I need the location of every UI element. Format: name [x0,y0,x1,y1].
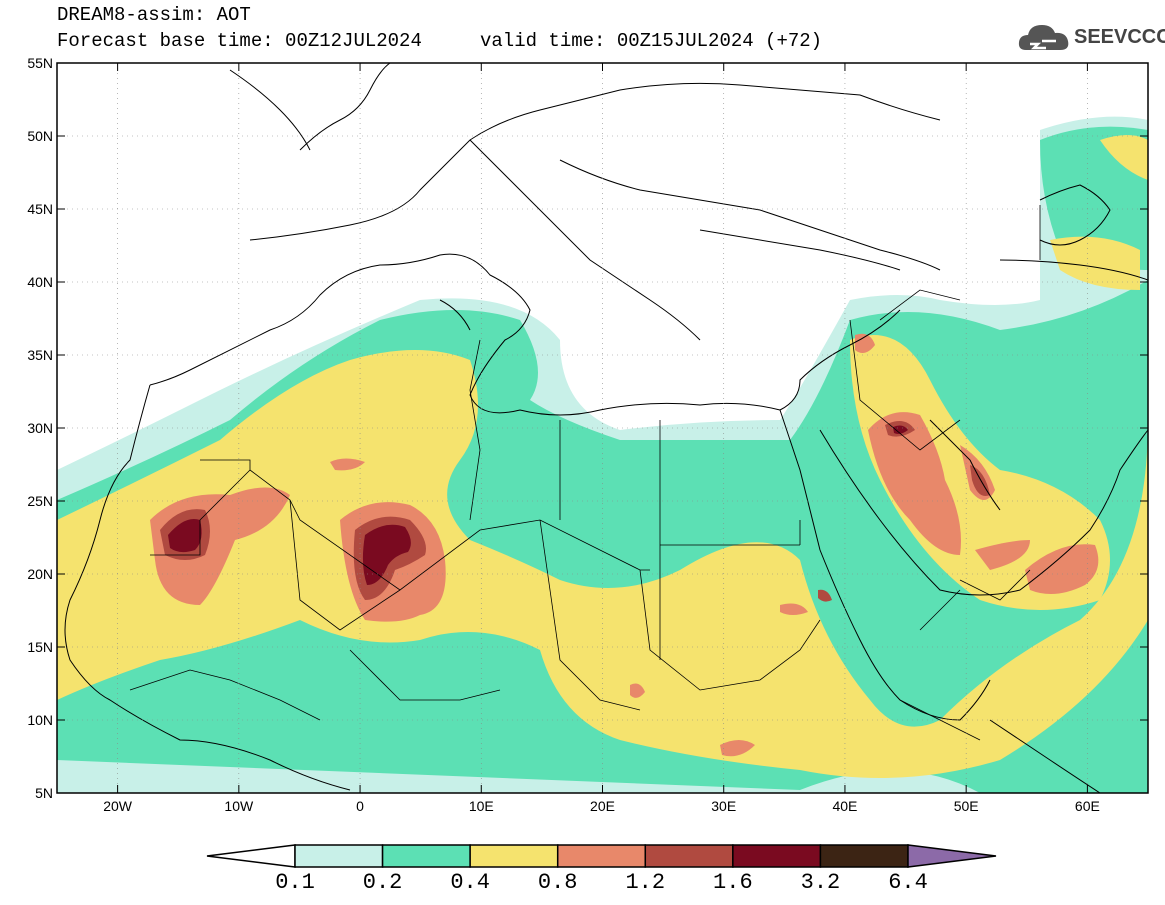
lon-tick-label: 10E [469,798,494,814]
aot-field [57,116,1148,793]
colorbar-swatch [819,844,909,868]
lon-tick-label: 50E [954,798,979,814]
lat-tick-label: 35N [27,347,53,363]
cloud-icon [1018,25,1069,50]
colorbar-swatch [732,844,822,868]
lon-tick-label: 40E [832,798,857,814]
forecast-base-time: Forecast base time: 00Z12JUL2024 [57,30,422,52]
latitude-labels: 5N 10N 15N 20N 25N 30N 35N 40N 45N 50N 55N [27,55,53,801]
lat-tick-label: 55N [27,55,53,71]
lat-tick-label: 25N [27,493,53,509]
colorbar-swatch [294,844,384,868]
colorbar-label: 1.2 [625,870,666,895]
coastlines [64,63,1148,793]
lat-tick-label: 5N [35,785,53,801]
lat-tick-label: 20N [27,566,53,582]
lon-tick-label: 0 [356,798,364,814]
lat-tick-label: 30N [27,420,53,436]
colorbar-label: 0.1 [275,870,315,895]
lon-tick-label: 60E [1075,798,1100,814]
time-line: Forecast base time: 00Z12JUL2024 valid t… [0,30,1165,54]
lat-tick-label: 40N [27,274,53,290]
longitude-labels: 20W 10W 0 10E 20E 30E 40E 50E 60E [103,798,1100,814]
lon-tick-label: 10W [224,798,254,814]
borders [129,205,1041,741]
colorbar-swatch [381,844,471,868]
seevccc-logo: SEEVCCC [1016,20,1165,56]
colorbar-label: 6.4 [888,870,928,895]
lon-tick-label: 20W [103,798,133,814]
graticule [57,63,1148,793]
axis-ticks [57,62,1148,794]
colorbar-over-triangle [907,844,997,868]
colorbar-label: 0.4 [450,870,490,895]
colorbar-label: 1.6 [713,870,753,895]
colorbar-under-triangle [206,844,296,868]
colorbar-label: 0.2 [362,870,403,895]
colorbar-swatch [469,844,559,868]
lat-tick-label: 15N [27,639,53,655]
lon-tick-label: 30E [711,798,736,814]
logo-text: SEEVCCC [1074,26,1165,48]
lat-tick-label: 10N [27,712,53,728]
lat-tick-label: 50N [27,128,53,144]
colorbar-swatch [644,844,734,868]
colorbar-label: 3.2 [800,870,841,895]
lat-tick-label: 45N [27,201,53,217]
lon-tick-label: 20E [590,798,615,814]
valid-time: valid time: 00Z15JUL2024 (+72) [480,30,823,52]
colorbar-swatch [556,844,647,868]
colorbar-label: 0.8 [537,870,578,895]
colorbar [206,844,997,868]
map-title: DREAM8-assim: AOT [57,4,251,26]
